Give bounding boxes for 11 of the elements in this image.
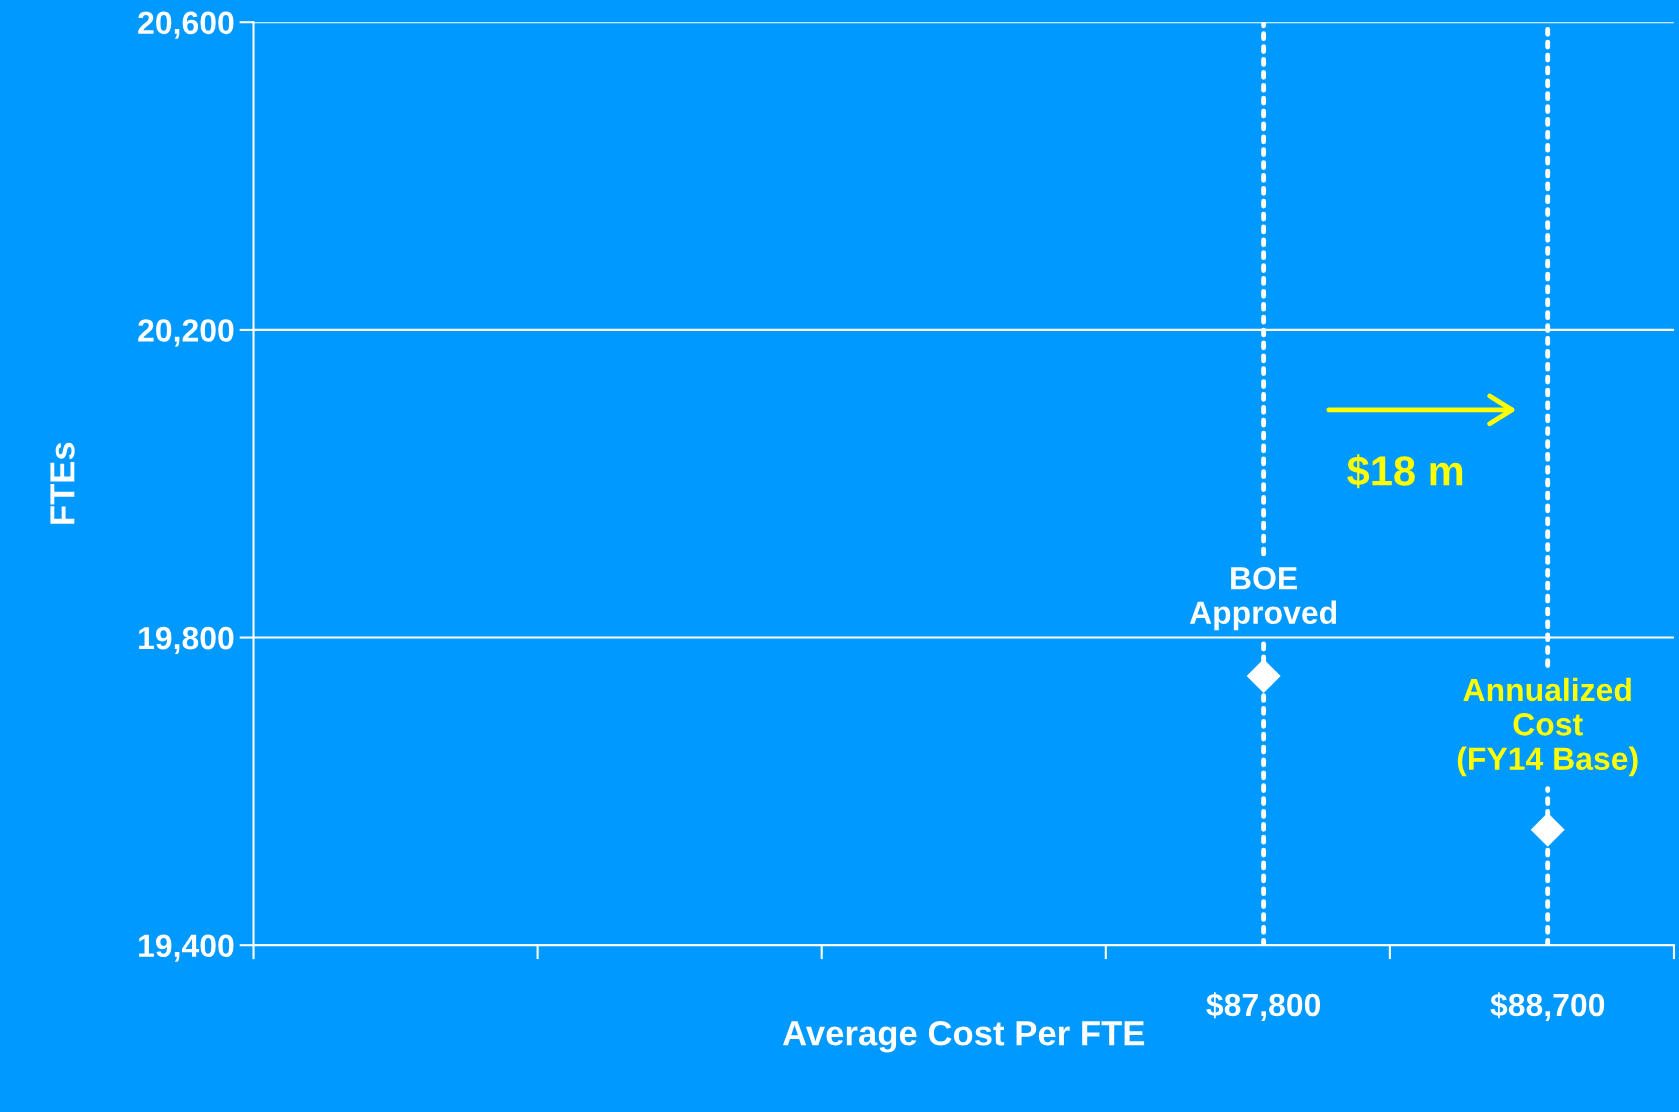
y-axis-title: FTEs [50, 442, 75, 524]
annotation: $18 m [1347, 454, 1463, 489]
ref-line-label: $87,800 [1206, 992, 1321, 1021]
annotation: Annualized Cost (FY14 Base) [1457, 677, 1638, 777]
ref-line-label: $88,700 [1490, 992, 1605, 1021]
annotation: BOE Approved [1189, 566, 1337, 631]
y-tick-label: 19,400 [139, 934, 234, 962]
y-tick-label: 19,800 [139, 626, 234, 655]
x-axis-title: Average Cost Per FTE [782, 1020, 1145, 1053]
y-tick-label: 20,200 [138, 319, 234, 347]
y-tick-label: 20,600 [138, 11, 234, 39]
